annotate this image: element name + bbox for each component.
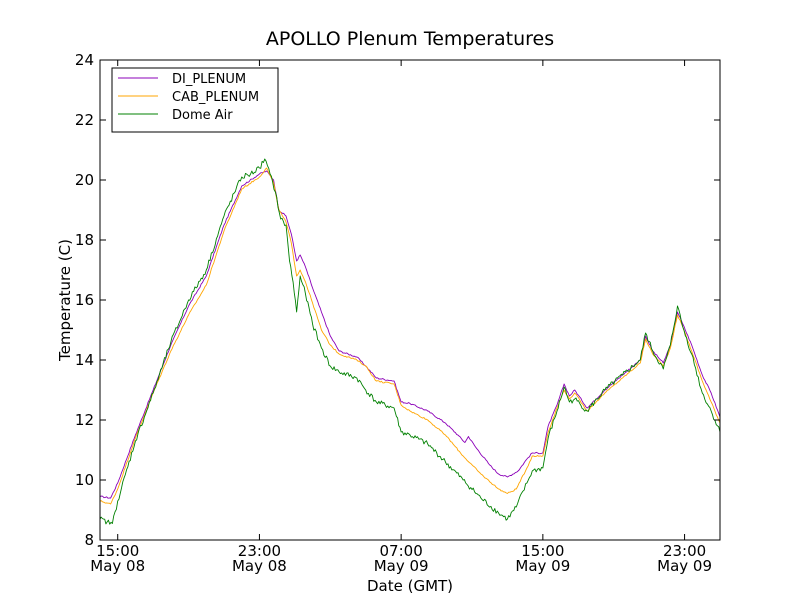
legend-box (111, 67, 279, 133)
series-line-dome-air (100, 158, 720, 525)
legend: DI_PLENUM CAB_PLENUM Dome Air (111, 67, 279, 133)
x-tick-label-date: May 08 (232, 557, 287, 575)
y-tick-label: 22 (75, 111, 94, 129)
legend-label: DI_PLENUM (172, 72, 246, 87)
chart-title: APOLLO Plenum Temperatures (266, 28, 554, 50)
x-tick-label-date: May 09 (374, 557, 429, 575)
y-tick-label: 20 (75, 171, 94, 189)
y-tick-label: 10 (75, 471, 94, 489)
y-tick-label: 16 (75, 291, 94, 309)
x-axis-label: Date (GMT) (367, 577, 453, 595)
y-tick-label: 8 (84, 531, 94, 549)
y-tick-label: 18 (75, 231, 94, 249)
x-tick-label-time: 15:00 (521, 542, 564, 560)
x-tick-label-date: May 09 (515, 557, 570, 575)
series-lines (100, 158, 720, 525)
plot-frame (99, 59, 721, 541)
y-tick-label: 24 (75, 51, 94, 69)
x-tick-label-time: 23:00 (238, 542, 281, 560)
series-line-cab-plenum (100, 167, 720, 505)
x-tick-label-time: 23:00 (663, 542, 706, 560)
y-axis-label: Temperature (C) (56, 239, 74, 362)
x-tick-label-date: May 09 (657, 557, 712, 575)
x-tick-label-time: 15:00 (96, 542, 139, 560)
y-tick-label: 12 (75, 411, 94, 429)
legend-label: CAB_PLENUM (172, 90, 259, 105)
x-tick-label-time: 07:00 (380, 542, 423, 560)
x-tick-label-date: May 08 (90, 557, 145, 575)
series-line-di-plenum (100, 170, 720, 499)
legend-label: Dome Air (172, 108, 233, 123)
y-tick-label: 14 (75, 351, 94, 369)
